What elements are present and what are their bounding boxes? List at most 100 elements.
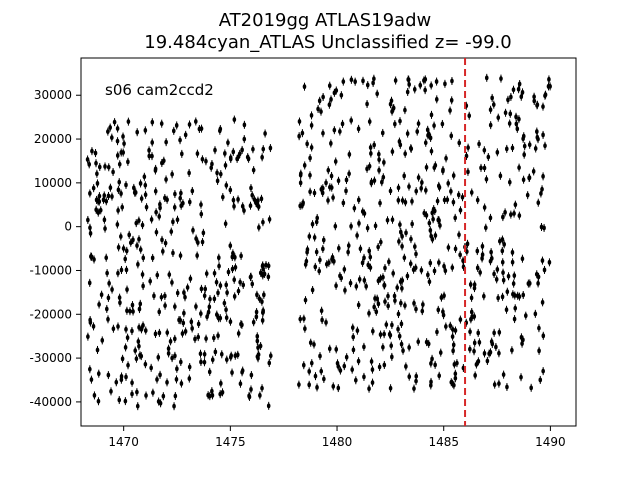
data-point: [424, 187, 428, 193]
data-point: [163, 293, 167, 299]
data-point: [512, 273, 517, 279]
data-point: [256, 198, 260, 204]
data-point: [158, 201, 162, 207]
data-point: [307, 368, 311, 374]
data-point: [250, 192, 255, 198]
data-point: [231, 197, 236, 203]
data-point: [469, 295, 474, 301]
data-point: [340, 121, 345, 127]
data-point: [537, 348, 541, 354]
data-point: [423, 140, 428, 146]
data-point: [134, 356, 139, 362]
data-point: [458, 207, 463, 213]
data-point: [331, 195, 335, 201]
y-tick-label: 30000: [34, 88, 72, 102]
data-point: [203, 286, 208, 292]
data-point: [404, 363, 408, 369]
data-point: [446, 180, 451, 186]
data-point: [334, 283, 338, 289]
data-point: [214, 312, 219, 318]
data-point: [119, 267, 124, 273]
data-point: [181, 200, 185, 206]
data-point: [108, 185, 113, 191]
data-point: [183, 132, 188, 138]
data-point: [336, 245, 341, 251]
data-point: [218, 171, 223, 177]
data-point: [400, 243, 404, 249]
data-point: [382, 362, 387, 368]
data-point: [541, 132, 545, 138]
data-point: [249, 386, 253, 392]
data-point: [160, 237, 164, 243]
data-point: [308, 172, 312, 178]
data-point: [338, 129, 342, 135]
data-point: [382, 331, 386, 337]
data-point: [397, 238, 401, 244]
data-point: [135, 389, 139, 395]
data-point: [377, 151, 381, 157]
data-point: [362, 374, 366, 380]
data-point: [468, 329, 472, 335]
data-point: [232, 203, 236, 209]
data-point: [321, 237, 326, 243]
data-point: [160, 160, 164, 166]
data-point: [453, 215, 457, 221]
data-point: [458, 252, 462, 258]
chart-title-line2: 19.484cyan_ATLAS Unclassified z= -99.0: [144, 32, 511, 53]
y-tick-label: 20000: [34, 132, 72, 146]
data-point: [161, 248, 165, 254]
data-point: [182, 310, 186, 316]
data-point: [98, 207, 103, 213]
data-point: [193, 336, 197, 342]
data-point: [104, 198, 109, 204]
data-point: [536, 200, 541, 206]
data-point: [266, 274, 271, 280]
data-point: [104, 255, 109, 261]
data-point: [212, 296, 217, 302]
data-point: [477, 141, 481, 147]
data-point: [405, 131, 410, 137]
data-point: [247, 393, 251, 399]
data-point: [117, 179, 122, 185]
data-point: [115, 221, 120, 227]
data-point: [321, 246, 325, 252]
data-point: [540, 258, 545, 264]
data-point: [512, 293, 517, 299]
data-point: [308, 340, 313, 346]
data-point: [346, 243, 351, 249]
data-point: [403, 199, 408, 205]
data-point: [475, 197, 480, 203]
data-point: [207, 369, 212, 375]
data-point: [317, 98, 322, 104]
data-point: [427, 279, 432, 285]
data-point: [210, 357, 215, 363]
data-point: [187, 364, 192, 370]
data-point: [429, 112, 434, 118]
data-point: [204, 336, 208, 342]
data-point: [87, 161, 92, 167]
data-point: [189, 319, 194, 325]
data-point: [407, 374, 412, 380]
data-point: [547, 259, 552, 265]
data-point: [370, 380, 375, 386]
data-point: [151, 390, 155, 396]
data-point: [139, 326, 144, 332]
x-tick-label: 1490: [535, 435, 566, 449]
data-point: [167, 272, 172, 278]
data-point: [232, 277, 237, 283]
data-point: [534, 271, 539, 277]
data-point: [373, 295, 377, 301]
data-point: [143, 192, 148, 198]
data-point: [424, 212, 429, 218]
data-point: [260, 385, 264, 391]
data-point: [228, 156, 233, 162]
data-point: [429, 148, 434, 154]
data-point: [448, 323, 453, 329]
data-point: [183, 328, 188, 334]
data-point: [318, 257, 322, 263]
data-point: [429, 361, 433, 367]
data-point: [507, 121, 512, 127]
data-point: [480, 243, 485, 249]
data-point: [212, 335, 216, 341]
data-point: [401, 348, 405, 354]
